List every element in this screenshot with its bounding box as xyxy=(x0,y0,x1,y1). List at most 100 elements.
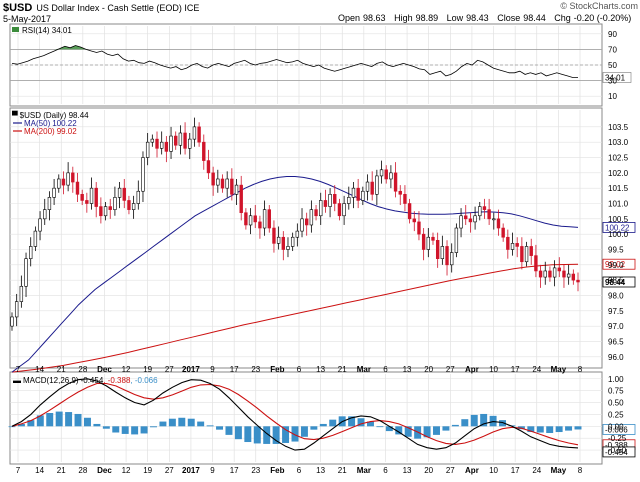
candle-body xyxy=(506,236,510,250)
candle-body xyxy=(113,197,117,210)
price-series: 100.22 99.02 98.44 xyxy=(10,117,636,373)
x-tick-label: 27 xyxy=(165,365,174,374)
candle-body xyxy=(131,203,136,210)
x-tick-label: 23 xyxy=(251,466,260,475)
candle-body xyxy=(356,187,360,201)
macd-histogram-bar xyxy=(272,426,280,444)
candle-body xyxy=(276,236,281,244)
candle-body xyxy=(145,141,150,158)
macd-histogram-bar xyxy=(565,426,573,431)
macd-histogram-bar xyxy=(366,421,374,427)
candle-body xyxy=(412,218,416,223)
candle-body xyxy=(337,203,342,217)
candle-body xyxy=(403,194,407,204)
x-tick-label: 21 xyxy=(57,466,66,475)
macd-histogram-bar xyxy=(329,419,337,427)
macd-histogram-bar xyxy=(74,413,82,427)
candle-body xyxy=(328,194,332,207)
candle-body xyxy=(379,169,384,177)
rsi-title: RSI(14) 34.01 xyxy=(22,26,72,35)
axis-labels: 77141421212828DecDec12121919272720172017… xyxy=(16,30,629,475)
candle-body xyxy=(159,141,164,149)
candle-body xyxy=(89,187,94,204)
candle-body xyxy=(192,126,197,140)
y-tick-label: 0.75 xyxy=(608,387,624,396)
x-tick-label: 17 xyxy=(511,365,520,374)
ma200-line xyxy=(11,263,579,373)
x-tick-label: 14 xyxy=(35,365,44,374)
macd-histogram-bar xyxy=(385,426,393,432)
candle-body xyxy=(417,221,421,235)
candle-body xyxy=(295,230,300,238)
candle-body xyxy=(211,172,215,186)
x-tick-label: Apr xyxy=(465,466,479,475)
candle-body xyxy=(244,212,248,226)
candle-body xyxy=(150,138,155,143)
y-tick-label: 50 xyxy=(608,61,617,70)
x-tick-label: 7 xyxy=(16,466,21,475)
x-tick-label: 17 xyxy=(230,365,239,374)
x-tick-label: 27 xyxy=(446,365,455,374)
y-tick-label: 0.50 xyxy=(608,399,624,408)
candle-body xyxy=(178,132,183,146)
ma50-legend: MA(50) 100.22 xyxy=(24,119,77,128)
price-tag-text: 98.44 xyxy=(605,278,626,287)
macd-tag-text: -0.454 xyxy=(605,448,628,457)
candle-body xyxy=(94,187,98,207)
rsi-overbought-fill xyxy=(12,45,578,50)
x-tick-label: 23 xyxy=(251,365,260,374)
candle-body xyxy=(216,178,220,186)
candle-body xyxy=(122,187,126,201)
price-title: ▀ $USD (Daily) 98.44 xyxy=(12,110,89,120)
candle-body xyxy=(478,206,482,217)
candle-body xyxy=(206,160,211,174)
candle-body xyxy=(230,178,234,195)
x-tick-label: 10 xyxy=(489,466,498,475)
macd-histogram-bar xyxy=(112,426,120,433)
macd-histogram-bar xyxy=(206,425,214,427)
candle-body xyxy=(52,187,56,198)
candle-body xyxy=(19,285,24,302)
y-tick-label: 101.0 xyxy=(608,200,629,209)
macd-tag-text: -0.388 xyxy=(605,441,628,450)
macd-histogram-bar xyxy=(263,426,271,444)
candle-body xyxy=(384,169,388,180)
macd-tag xyxy=(602,424,636,435)
candle-body xyxy=(33,230,38,247)
candle-body xyxy=(333,194,337,204)
candle-body xyxy=(454,227,459,253)
candle-body xyxy=(29,246,33,259)
candle-body xyxy=(557,267,561,272)
x-tick-label: Mar xyxy=(357,365,371,374)
x-tick-label: 21 xyxy=(57,365,66,374)
macd-histogram-bar xyxy=(46,413,54,427)
y-tick-label: 99.0 xyxy=(608,261,624,270)
x-tick-label: 7 xyxy=(16,365,21,374)
y-tick-label: 98.0 xyxy=(608,291,624,300)
candle-body xyxy=(239,184,243,214)
candle-body xyxy=(487,209,491,220)
y-tick-label: 96.0 xyxy=(608,353,624,362)
candle-body xyxy=(85,200,89,204)
x-tick-label: 12 xyxy=(122,466,131,475)
ma50-line xyxy=(11,176,579,373)
candle-body xyxy=(127,200,131,210)
candle-body xyxy=(393,172,398,192)
macd-histogram-bar xyxy=(65,412,73,427)
macd-histogram-bar xyxy=(121,426,129,434)
price-tag-text: 100.22 xyxy=(605,223,630,232)
candle-body xyxy=(183,132,187,149)
macd-histogram-bar xyxy=(8,426,16,428)
x-tick-label: 28 xyxy=(78,365,87,374)
candle-body xyxy=(309,209,314,226)
price-tag xyxy=(602,276,636,288)
x-tick-label: 6 xyxy=(383,365,388,374)
candle-body xyxy=(534,255,538,272)
candle-body xyxy=(43,209,47,220)
candle-body xyxy=(314,209,318,217)
macd-histogram-bar xyxy=(499,420,507,427)
candle-body xyxy=(407,203,412,220)
candle-body xyxy=(108,206,112,210)
y-tick-label: 1.00 xyxy=(608,375,624,384)
